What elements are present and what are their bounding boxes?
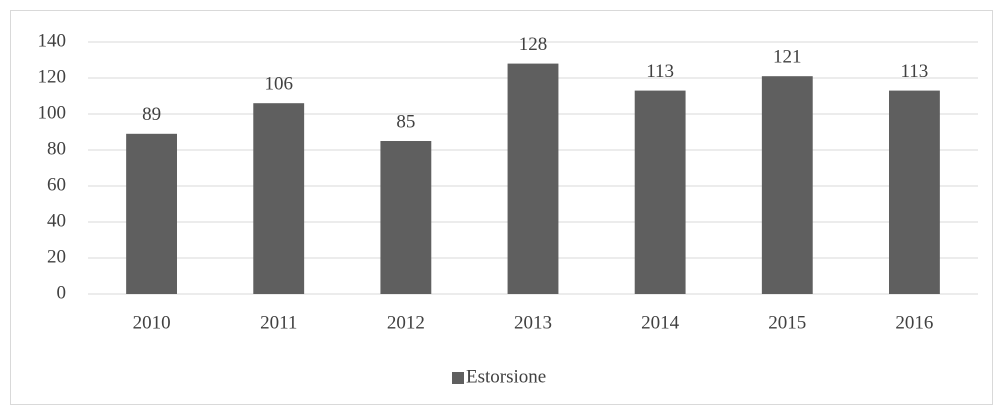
y-tick-label: 40: [47, 210, 66, 231]
y-tick-label: 60: [47, 174, 66, 195]
data-label: 89: [142, 104, 161, 125]
data-label: 85: [396, 111, 415, 132]
data-label: 113: [646, 61, 674, 82]
y-tick-label: 140: [38, 30, 67, 51]
y-tick-label: 80: [47, 138, 66, 159]
legend-swatch: [452, 372, 464, 384]
x-tick-label: 2010: [133, 312, 171, 333]
y-tick-label: 0: [57, 282, 67, 303]
x-tick-label: 2014: [641, 312, 680, 333]
x-tick-label: 2012: [387, 312, 425, 333]
y-tick-label: 120: [38, 66, 67, 87]
bar: [634, 90, 686, 294]
x-tick-label: 2013: [514, 312, 552, 333]
bar: [889, 90, 940, 294]
bar: [761, 76, 813, 294]
x-tick-label: 2016: [895, 312, 933, 333]
y-tick-label: 100: [38, 102, 67, 123]
data-label: 128: [519, 34, 548, 55]
y-tick-label: 20: [47, 246, 66, 267]
bar: [126, 133, 177, 294]
x-tick-label: 2015: [768, 312, 806, 333]
bar: [380, 141, 432, 294]
legend-label: Estorsione: [466, 366, 546, 387]
data-label: 106: [264, 74, 293, 95]
bar: [507, 63, 559, 294]
bar: [253, 103, 305, 294]
x-tick-label: 2011: [260, 312, 297, 333]
data-label: 113: [901, 61, 929, 82]
data-label: 121: [773, 47, 802, 68]
